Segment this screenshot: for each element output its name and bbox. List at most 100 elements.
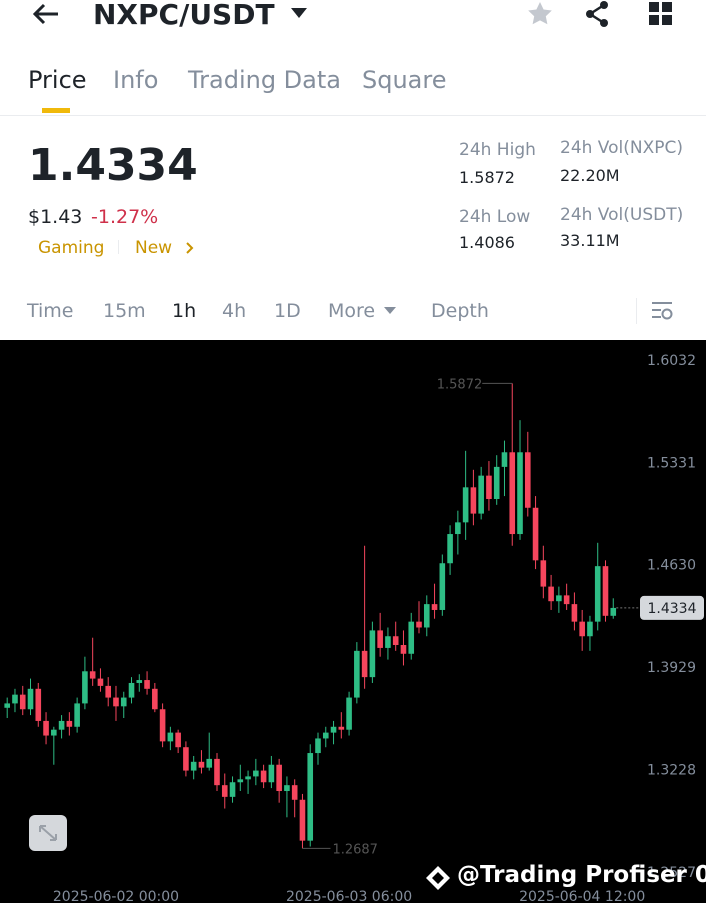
candle-body <box>105 685 112 698</box>
candle-body <box>159 709 166 742</box>
candle-body <box>198 761 205 768</box>
tab[interactable]: Trading Data <box>188 66 341 94</box>
candle-body <box>276 764 282 792</box>
candle-body <box>19 694 26 710</box>
pair-title[interactable]: NXPC/USDT <box>93 0 275 31</box>
candle-body <box>291 785 298 800</box>
tab[interactable]: Square <box>362 66 447 94</box>
tag-separator <box>118 240 119 254</box>
expand-button[interactable] <box>29 815 67 851</box>
candle-body <box>540 560 547 587</box>
candle-body <box>486 475 492 500</box>
candle-body <box>299 799 306 841</box>
candle-body <box>587 621 593 637</box>
candle-body <box>43 720 49 736</box>
stat-label: 24h High <box>459 140 536 160</box>
divider <box>0 115 706 116</box>
low-label: 1.2687 <box>332 842 378 857</box>
price-change: -1.27% <box>91 206 159 228</box>
candle-body <box>571 604 578 622</box>
candle-body <box>532 507 539 561</box>
caret <box>291 8 307 18</box>
candle-body <box>113 697 119 707</box>
candle-body <box>330 726 337 733</box>
candle-body <box>524 452 531 508</box>
candle-body <box>245 776 251 780</box>
candle-body <box>408 621 415 654</box>
expand-icon <box>39 825 57 841</box>
back-icon[interactable] <box>30 2 62 26</box>
candle-body <box>253 770 259 777</box>
candle-body <box>423 604 430 628</box>
grid-icon[interactable] <box>649 2 673 26</box>
stat-label: 24h Low <box>459 207 531 227</box>
candle-body <box>594 566 601 622</box>
candle-body <box>377 630 383 648</box>
candle-body <box>229 782 236 797</box>
candle-body <box>610 607 617 616</box>
candle-body <box>439 563 446 610</box>
candle-body <box>392 636 399 646</box>
candle-body <box>509 452 516 535</box>
candle-body <box>470 487 477 514</box>
candle-body <box>175 732 181 748</box>
stat-label: 24h Vol(USDT) <box>560 205 684 225</box>
candle-body <box>66 720 73 727</box>
share-icon[interactable] <box>584 0 612 28</box>
y-tick-label: 1.3228 <box>647 762 696 778</box>
candle-body <box>82 671 88 704</box>
star-icon[interactable] <box>526 0 554 28</box>
y-tick-label: 1.3929 <box>647 660 696 676</box>
last-price: 1.4334 <box>28 140 198 191</box>
interval[interactable]: Time <box>27 300 74 322</box>
candle-body <box>354 650 360 698</box>
tag[interactable]: New <box>135 238 173 258</box>
tab[interactable]: Info <box>113 66 159 94</box>
interval[interactable]: 15m <box>103 300 146 322</box>
x-tick-label: 2025-06-03 06:00 <box>286 889 412 903</box>
y-tick-label: 1.2527 <box>647 865 696 881</box>
x-tick-label: 2025-06-02 00:00 <box>53 889 179 903</box>
candle-body <box>128 682 135 698</box>
settings-icon[interactable] <box>651 300 675 322</box>
chart-bg <box>0 340 706 903</box>
candle-body <box>12 694 18 704</box>
candle-body <box>602 566 609 616</box>
stat-label: 24h Vol(NXPC) <box>560 138 683 158</box>
high-label: 1.5872 <box>437 377 483 392</box>
interval[interactable]: 4h <box>222 300 247 322</box>
candle-body <box>369 630 376 678</box>
candle-body <box>58 720 65 730</box>
stat-value: 1.4086 <box>459 233 515 252</box>
candle-body <box>27 688 34 710</box>
candle-body <box>74 703 80 727</box>
candle-body <box>190 761 197 771</box>
candle-body <box>221 785 228 797</box>
candle-body <box>152 688 158 710</box>
candle-body <box>361 650 368 678</box>
candle-body <box>214 758 220 786</box>
interval[interactable]: More <box>328 300 376 322</box>
candle-body <box>322 732 329 739</box>
tag[interactable]: Gaming <box>38 238 105 258</box>
candle-body <box>346 697 352 730</box>
candle-body <box>447 534 453 564</box>
candlestick-chart: 1.60321.53311.46301.39291.32281.25272025… <box>0 340 706 903</box>
fiat-price: $1.43 <box>28 206 83 228</box>
candle-body <box>167 732 174 742</box>
y-tick-label: 1.4630 <box>647 558 696 574</box>
candle-body <box>455 522 461 535</box>
tab[interactable]: Price <box>28 66 87 94</box>
y-tick-label: 1.5331 <box>647 455 696 471</box>
candle-body <box>260 770 267 783</box>
interval[interactable]: 1D <box>274 300 301 322</box>
chevron <box>186 242 194 254</box>
candle-body <box>307 753 314 841</box>
candle-body <box>517 452 523 535</box>
interval[interactable]: Depth <box>431 300 489 322</box>
candle-body <box>4 703 10 708</box>
caret <box>384 307 396 314</box>
logo-icon <box>426 866 450 890</box>
candle-body <box>579 621 585 637</box>
interval[interactable]: 1h <box>172 300 197 322</box>
